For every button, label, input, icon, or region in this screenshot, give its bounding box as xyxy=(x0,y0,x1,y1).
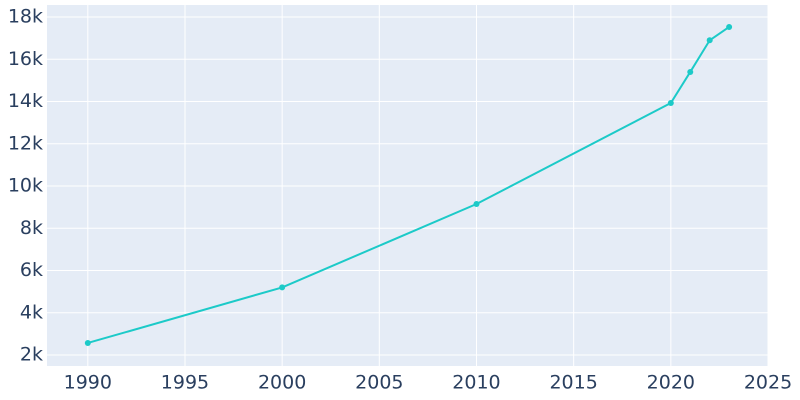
y-tick-label: 10k xyxy=(8,175,43,197)
point xyxy=(279,284,286,291)
point xyxy=(706,37,713,44)
x-tick-label: 2025 xyxy=(744,372,792,394)
x-tick-label: 2010 xyxy=(452,372,500,394)
x-tick-label: 2005 xyxy=(355,372,403,394)
x-tick-label: 1995 xyxy=(161,372,209,394)
plot-background xyxy=(47,5,768,366)
y-tick-label: 12k xyxy=(8,132,43,154)
y-tick-label: 16k xyxy=(8,48,43,70)
x-tick-label: 2015 xyxy=(549,372,597,394)
y-tick-label: 6k xyxy=(20,259,43,281)
point xyxy=(84,339,91,346)
x-tick-label: 1990 xyxy=(64,372,112,394)
y-tick-label: 8k xyxy=(20,217,43,239)
point xyxy=(473,200,480,207)
y-tick-label: 14k xyxy=(8,90,43,112)
y-tick-label: 4k xyxy=(20,301,43,323)
point xyxy=(726,23,733,30)
y-tick-label: 2k xyxy=(20,344,43,366)
x-tick-label: 2020 xyxy=(647,372,695,394)
x-tick-label: 2000 xyxy=(258,372,306,394)
point xyxy=(667,100,674,107)
y-tick-label: 18k xyxy=(8,6,43,28)
point xyxy=(687,68,694,75)
